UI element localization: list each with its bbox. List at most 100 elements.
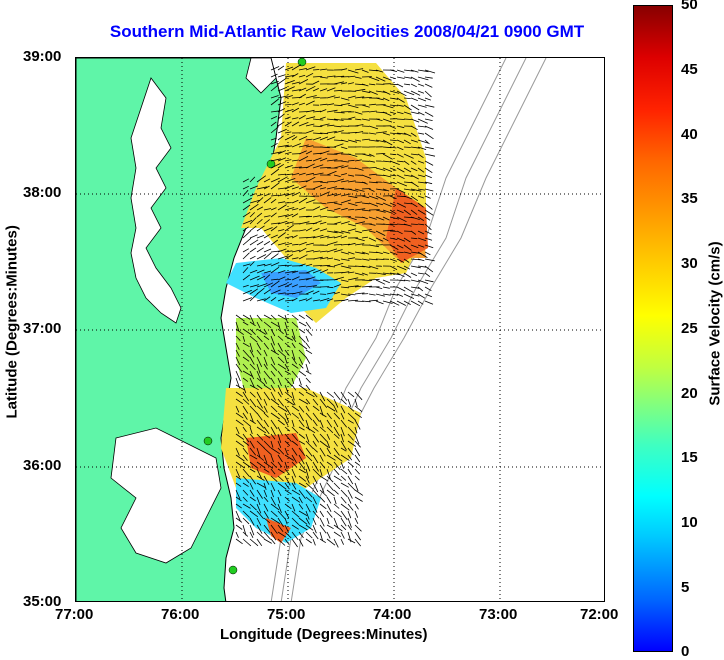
velocity-arrow xyxy=(334,525,342,531)
velocity-arrow xyxy=(397,280,405,281)
velocity-arrow xyxy=(320,504,326,509)
velocity-field-south xyxy=(221,318,361,543)
velocity-arrow xyxy=(425,98,431,100)
station-marker xyxy=(204,437,212,445)
station-marker xyxy=(229,566,237,574)
colorbar-tick: 35 xyxy=(681,190,698,207)
velocity-arrow xyxy=(390,224,397,225)
velocity-arrow xyxy=(355,497,363,502)
velocity-arrow xyxy=(313,532,318,539)
velocity-arrow xyxy=(257,235,264,238)
velocity-arrow xyxy=(383,287,390,288)
velocity-arrow xyxy=(306,532,312,538)
velocity-arrow xyxy=(327,525,334,529)
velocity-arrow xyxy=(250,256,256,259)
velocity-arrow xyxy=(257,532,264,539)
velocity-arrow xyxy=(425,112,433,117)
velocity-arrow xyxy=(299,315,305,319)
velocity-arrow xyxy=(257,241,263,245)
velocity-arrow xyxy=(411,273,417,276)
velocity-arrow xyxy=(425,91,432,97)
y-axis-title: Latitude (Degrees:Minutes) xyxy=(4,239,21,419)
velocity-arrow xyxy=(348,392,354,397)
velocity-arrow xyxy=(327,497,331,503)
velocity-arrow xyxy=(348,511,351,518)
velocity-arrow xyxy=(376,287,382,289)
velocity-arrow xyxy=(341,525,346,530)
velocity-arrow xyxy=(334,245,342,246)
colorbar-tick: 45 xyxy=(681,61,698,78)
velocity-arrow xyxy=(320,518,324,526)
velocity-arrow xyxy=(250,240,258,245)
velocity-arrow xyxy=(425,168,432,173)
velocity-arrow xyxy=(341,539,344,545)
velocity-arrow xyxy=(418,98,426,101)
x-tick-label: 75:00 xyxy=(267,606,305,623)
colorbar-tick: 15 xyxy=(681,449,698,466)
velocity-arrow xyxy=(355,434,359,444)
velocity-arrow xyxy=(264,539,272,543)
velocity-arrow xyxy=(264,253,271,259)
velocity-arrow xyxy=(243,249,249,252)
y-tick-label: 36:00 xyxy=(23,457,61,474)
colorbar-tick: 20 xyxy=(681,385,698,402)
velocity-arrow xyxy=(425,126,433,130)
x-tick-label: 76:00 xyxy=(161,606,199,623)
velocity-arrow xyxy=(250,532,253,538)
velocity-arrow xyxy=(306,357,310,364)
velocity-arrow xyxy=(306,343,310,348)
velocity-arrow xyxy=(306,329,312,336)
velocity-arrow xyxy=(425,77,433,78)
velocity-arrow xyxy=(341,399,347,404)
velocity-arrow xyxy=(341,518,346,526)
velocity-arrow xyxy=(425,301,433,304)
velocity-arrow xyxy=(327,518,329,524)
x-tick-label: 72:00 xyxy=(580,606,618,623)
velocity-arrow xyxy=(355,504,359,509)
velocity-arrow xyxy=(236,539,243,544)
velocity-arrow xyxy=(397,84,403,87)
velocity-arrow xyxy=(250,235,258,238)
velocity-arrow xyxy=(334,497,336,504)
velocity-arrow xyxy=(411,77,420,82)
velocity-arrow xyxy=(334,476,342,481)
velocity-arrow xyxy=(334,490,339,494)
velocity-arrow xyxy=(404,77,412,78)
velocity-arrow xyxy=(425,161,433,165)
velocity-arrow xyxy=(411,84,417,87)
velocity-arrow xyxy=(348,490,352,499)
velocity-arrow xyxy=(355,539,361,546)
velocity-arrow xyxy=(355,525,362,531)
colorbar xyxy=(633,5,673,652)
velocity-arrow xyxy=(306,364,308,372)
velocity-arrow xyxy=(236,532,239,538)
y-tick-label: 39:00 xyxy=(23,48,61,65)
velocity-arrow xyxy=(425,252,430,255)
velocity-arrow xyxy=(341,469,347,474)
velocity-arrow xyxy=(334,483,340,489)
colorbar-tick: 5 xyxy=(681,579,689,596)
velocity-arrow xyxy=(390,77,396,79)
velocity-arrow xyxy=(355,532,361,540)
velocity-arrow xyxy=(320,539,326,543)
velocity-arrow xyxy=(278,75,286,77)
y-tick-label: 37:00 xyxy=(23,320,61,337)
velocity-arrow xyxy=(425,189,433,191)
velocity-arrow xyxy=(299,329,305,333)
velocity-arrow xyxy=(334,392,340,400)
velocity-arrow xyxy=(334,511,342,517)
velocity-arrow xyxy=(257,248,264,252)
velocity-arrow xyxy=(418,301,423,304)
velocity-arrow xyxy=(425,84,432,87)
velocity-arrow xyxy=(404,119,411,120)
colorbar-tick: 0 xyxy=(681,643,689,660)
colorbar-title: Surface Velocity (cm/s) xyxy=(707,229,724,419)
velocity-arrow xyxy=(341,490,347,497)
velocity-arrow xyxy=(299,322,306,326)
velocity-arrow xyxy=(341,511,347,520)
velocity-arrow xyxy=(299,378,301,385)
velocity-arrow xyxy=(418,91,424,93)
velocity-arrow xyxy=(341,532,344,539)
velocity-arrow xyxy=(355,399,357,407)
velocity-arrow xyxy=(397,287,405,291)
